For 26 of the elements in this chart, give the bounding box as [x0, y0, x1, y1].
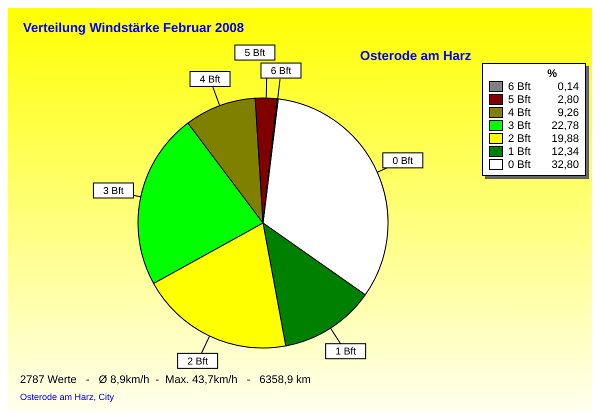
legend-label: 3 Bft	[508, 120, 531, 132]
legend-label: 2 Bft	[508, 132, 531, 144]
slice-label: 3 Bft	[103, 186, 124, 197]
legend-title: %	[546, 68, 558, 80]
slice-label: 6 Bft	[270, 66, 292, 78]
data-label: 22,78	[551, 120, 579, 132]
data-label: 12,34	[551, 146, 579, 158]
slice-label: 0 Bft	[392, 156, 414, 167]
chart-subtitle: Osterode am Harz	[360, 48, 472, 63]
legend-label: 0 Bft	[508, 158, 531, 170]
data-label: 19,88	[551, 132, 579, 144]
slice-label: 4 Bft	[200, 74, 221, 86]
data-label: 9,26	[558, 106, 579, 118]
slice-label: 2 Bft	[187, 356, 208, 368]
legend-label: 1 Bft	[508, 146, 531, 158]
legend-label: 6 Bft	[508, 80, 531, 92]
legend-label: 4 Bft	[508, 106, 531, 118]
category-label: 5 Bft	[244, 48, 266, 60]
text: 2787 Werte - Ø 8,9km/h - Max. 43,7km/h - 6358,9 km	[20, 374, 311, 386]
chart-title: Verteilung Windstärke Februar 2008	[23, 20, 244, 35]
data-label: 2,80	[558, 94, 579, 106]
data-label: 32,80	[551, 158, 579, 170]
slice-label: 1 Bft	[335, 346, 356, 358]
text: Osterode am Harz, City	[20, 392, 114, 402]
legend-label: 5 Bft	[508, 94, 531, 106]
data-label: 0,14	[558, 80, 579, 92]
